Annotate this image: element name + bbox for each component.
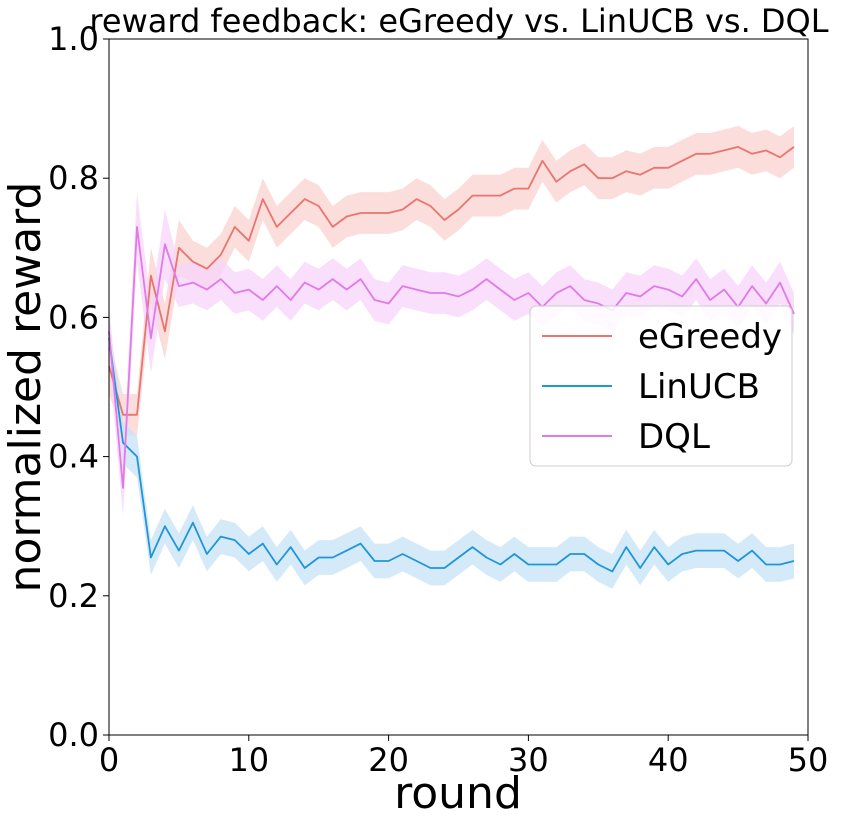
legend-box bbox=[529, 305, 793, 467]
linucb-legend-label: LinUCB bbox=[638, 367, 760, 407]
x-tick-label: 0 bbox=[99, 741, 119, 779]
y-tick-label: 1.0 bbox=[48, 20, 99, 58]
y-axis-title: normalized reward bbox=[0, 182, 51, 593]
legend: eGreedy LinUCB DQL bbox=[529, 305, 793, 467]
x-tick-label: 20 bbox=[368, 741, 409, 779]
plot-frame bbox=[108, 38, 809, 736]
linucb-confidence-band bbox=[109, 317, 794, 589]
dql-legend-label: DQL bbox=[638, 417, 710, 457]
y-tick-label: 0.0 bbox=[48, 716, 99, 754]
x-axis-ticks: 0 10 20 30 40 50 bbox=[99, 735, 829, 779]
series-lines bbox=[108, 145, 795, 573]
chart-title: reward feedback: eGreedy vs. LinUCB vs. … bbox=[89, 2, 828, 40]
dql-series-line bbox=[108, 225, 795, 489]
x-tick-label: 10 bbox=[228, 741, 269, 779]
egreedy-legend-label: eGreedy bbox=[638, 317, 782, 357]
x-tick-label: 50 bbox=[788, 741, 829, 779]
confidence-bands bbox=[109, 126, 794, 589]
linucb-series-line bbox=[108, 338, 795, 573]
dql-confidence-band bbox=[109, 192, 794, 516]
x-axis-title: round bbox=[394, 768, 522, 819]
y-tick-label: 0.4 bbox=[48, 438, 99, 476]
y-tick-label: 0.2 bbox=[48, 577, 99, 615]
y-tick-label: 0.8 bbox=[48, 159, 99, 197]
y-tick-label: 0.6 bbox=[48, 298, 99, 336]
x-tick-label: 40 bbox=[648, 741, 689, 779]
egreedy-confidence-band bbox=[109, 126, 794, 436]
egreedy-series-line bbox=[108, 145, 795, 416]
y-axis-ticks: 0.0 0.2 0.4 0.6 0.8 1.0 bbox=[48, 20, 109, 754]
x-tick-label: 30 bbox=[508, 741, 549, 779]
